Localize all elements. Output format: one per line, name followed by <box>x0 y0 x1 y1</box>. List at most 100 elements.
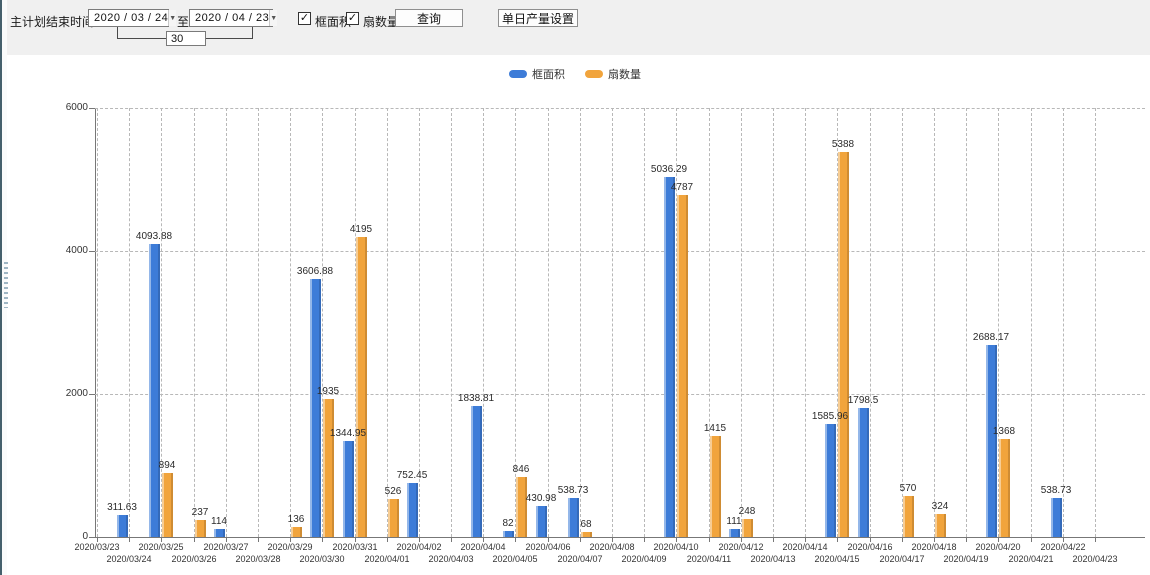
x-gridline <box>934 108 935 537</box>
bar-frame-area <box>503 531 514 537</box>
bar-value-label: 68 <box>580 519 592 530</box>
bar-value-label: 1935 <box>316 386 340 397</box>
y-axis-tick <box>89 108 95 109</box>
x-axis-tick <box>676 538 677 542</box>
x-axis-tick-label: 2020/04/21 <box>1008 554 1054 564</box>
x-axis-tick-label: 2020/04/16 <box>847 542 893 552</box>
bar-sash-count <box>162 473 173 537</box>
connector-line-right <box>252 27 253 39</box>
x-gridline <box>805 108 806 537</box>
date-to-picker[interactable]: 2020 / 04 / 23 ▼ <box>189 9 278 27</box>
x-axis-tick <box>226 538 227 542</box>
x-gridline <box>1095 108 1096 537</box>
sash-count-checkbox[interactable]: ✓ <box>346 12 359 25</box>
x-axis-tick <box>451 538 452 542</box>
chevron-down-icon[interactable]: ▼ <box>168 10 177 26</box>
x-axis-tick-label: 2020/04/04 <box>460 542 506 552</box>
x-axis-tick <box>998 538 999 542</box>
legend-item[interactable]: 框面积 <box>509 66 565 82</box>
date-to-value[interactable]: 2020 / 04 / 23 <box>195 12 270 24</box>
bar-sash-count <box>323 399 334 537</box>
x-gridline <box>258 108 259 537</box>
legend-item[interactable]: 扇数量 <box>585 66 641 82</box>
x-axis-tick-label: 2020/04/23 <box>1072 554 1118 564</box>
x-axis-tick <box>161 538 162 542</box>
y-gridline <box>95 251 1145 252</box>
legend-swatch <box>585 70 603 78</box>
x-axis-tick <box>1095 538 1096 542</box>
x-gridline <box>419 108 420 537</box>
x-axis-tick-label: 2020/04/15 <box>814 554 860 564</box>
x-gridline <box>998 108 999 537</box>
bar-frame-area <box>149 244 160 537</box>
interval-days-input[interactable]: 30 <box>166 31 206 46</box>
x-axis-tick <box>612 538 613 542</box>
bar-value-label: 1798.5 <box>847 395 879 406</box>
bar-value-label: 526 <box>384 486 402 497</box>
frame-area-checkbox[interactable]: ✓ <box>298 12 311 25</box>
x-axis-tick <box>644 538 645 542</box>
bar-sash-count <box>195 520 206 537</box>
x-axis-tick-label: 2020/04/12 <box>718 542 764 552</box>
bar-sash-count <box>838 152 849 537</box>
x-axis-tick <box>355 538 356 542</box>
x-axis-tick-label: 2020/03/29 <box>267 542 313 552</box>
x-axis-tick-label: 2020/04/20 <box>975 542 1021 552</box>
x-gridline <box>741 108 742 537</box>
x-axis-tick-label: 2020/04/06 <box>525 542 571 552</box>
x-axis-tick-label: 2020/03/28 <box>235 554 281 564</box>
bar-frame-area <box>568 498 579 537</box>
x-axis-tick-label: 2020/04/11 <box>686 554 732 564</box>
date-from-picker[interactable]: 2020 / 03 / 24 ▼ <box>88 9 177 27</box>
x-axis-tick <box>709 538 710 542</box>
bar-value-label: 4195 <box>349 224 373 235</box>
sash-count-checkbox-label[interactable]: 扇数量 <box>363 15 400 29</box>
splitter-grip[interactable] <box>4 262 8 308</box>
bar-sash-count <box>388 499 399 537</box>
bar-value-label: 570 <box>899 483 917 494</box>
x-axis-tick <box>129 538 130 542</box>
x-gridline <box>97 108 98 537</box>
bar-value-label: 2688.17 <box>972 332 1010 343</box>
y-gridline <box>95 394 1145 395</box>
x-gridline <box>612 108 613 537</box>
x-gridline <box>773 108 774 537</box>
x-gridline <box>129 108 130 537</box>
x-axis-tick-label: 2020/03/27 <box>203 542 249 552</box>
chevron-down-icon[interactable]: ▼ <box>269 10 278 26</box>
x-axis-tick <box>1031 538 1032 542</box>
bar-sash-count <box>581 532 592 537</box>
bar-sash-count <box>291 527 302 537</box>
x-gridline <box>194 108 195 537</box>
date-from-value[interactable]: 2020 / 03 / 24 <box>94 12 169 24</box>
query-button[interactable]: 查询 <box>395 9 463 27</box>
bar-value-label: 5036.29 <box>650 164 688 175</box>
x-axis-tick <box>870 538 871 542</box>
bar-value-label: 538.73 <box>557 485 589 496</box>
connector-line-left <box>117 27 118 39</box>
bar-value-label: 1344.95 <box>329 428 367 439</box>
x-gridline <box>837 108 838 537</box>
bar-value-label: 752.45 <box>396 470 428 481</box>
bar-sash-count <box>935 514 946 537</box>
chart-legend: 框面积 扇数量 <box>0 66 1150 82</box>
daily-output-settings-button[interactable]: 单日产量设置 <box>498 9 578 27</box>
y-axis-tick-label: 0 <box>82 531 88 542</box>
to-label: 至: <box>177 15 193 29</box>
x-axis-tick-label: 2020/04/05 <box>492 554 538 564</box>
y-axis-tick-label: 4000 <box>65 245 88 256</box>
bar-value-label: 1415 <box>703 423 727 434</box>
x-gridline <box>966 108 967 537</box>
bar-value-label: 430.98 <box>525 493 557 504</box>
bar-sash-count <box>677 195 688 537</box>
bar-frame-area <box>858 408 869 537</box>
legend-label: 扇数量 <box>608 69 641 81</box>
y-axis-tick <box>89 251 95 252</box>
bar-frame-area <box>343 441 354 537</box>
x-axis-tick-label: 2020/03/25 <box>138 542 184 552</box>
bar-sash-count <box>742 519 753 537</box>
bar-value-label: 3606.88 <box>296 266 334 277</box>
x-axis-tick-label: 2020/04/02 <box>396 542 442 552</box>
frame-area-checkbox-label[interactable]: 框面积 <box>315 15 352 29</box>
x-axis-tick <box>194 538 195 542</box>
